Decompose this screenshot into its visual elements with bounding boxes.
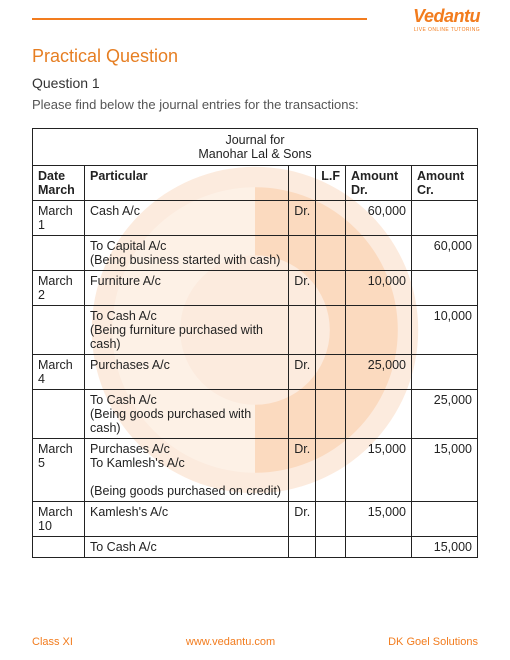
table-cell: Purchases A/c [85, 355, 289, 390]
table-cell [316, 201, 346, 236]
footer-left: Class XI [32, 636, 73, 648]
table-cell [316, 537, 346, 558]
journal-title: Journal forManohar Lal & Sons [33, 129, 478, 166]
table-cell [33, 306, 85, 355]
table-cell: 10,000 [412, 306, 478, 355]
table-row: To Cash A/c (Being goods purchased with … [33, 390, 478, 439]
brand-logo: Vedantu LIVE ONLINE TUTORING [413, 6, 480, 33]
col-amount-cr: Amount Cr. [412, 166, 478, 201]
table-cell [412, 271, 478, 306]
table-row: March 5Purchases A/c To Kamlesh's A/c (B… [33, 439, 478, 502]
table-cell: 15,000 [346, 439, 412, 502]
table-cell: 25,000 [412, 390, 478, 439]
table-cell: Dr. [289, 355, 316, 390]
table-cell: Dr. [289, 271, 316, 306]
footer-right: DK Goel Solutions [388, 636, 478, 648]
table-row: March 4Purchases A/cDr. 25,000 [33, 355, 478, 390]
table-cell [33, 537, 85, 558]
table-cell: To Capital A/c (Being business started w… [85, 236, 289, 271]
table-header-row: Date March Particular L.F Amount Dr. Amo… [33, 166, 478, 201]
question-number: Question 1 [32, 75, 478, 91]
table-row: March 1Cash A/cDr. 60,000 [33, 201, 478, 236]
table-cell: Purchases A/c To Kamlesh's A/c (Being go… [85, 439, 289, 502]
table-cell: 25,000 [346, 355, 412, 390]
table-row: March 10Kamlesh's A/cDr. 15,000 [33, 502, 478, 537]
table-cell: 15,000 [346, 502, 412, 537]
table-cell: March 2 [33, 271, 85, 306]
table-cell [289, 537, 316, 558]
col-drcr-mark [289, 166, 316, 201]
table-cell: To Cash A/c (Being furniture purchased w… [85, 306, 289, 355]
table-cell: Dr. [289, 201, 316, 236]
col-lf: L.F [316, 166, 346, 201]
table-cell [289, 306, 316, 355]
table-cell: 15,000 [412, 439, 478, 502]
table-cell [316, 390, 346, 439]
table-cell [33, 236, 85, 271]
table-cell [412, 502, 478, 537]
table-cell [316, 306, 346, 355]
col-date: Date March [33, 166, 85, 201]
journal-table: Journal forManohar Lal & Sons Date March… [32, 128, 478, 558]
table-cell: Dr. [289, 439, 316, 502]
table-cell [289, 390, 316, 439]
intro-text: Please find below the journal entries fo… [32, 97, 478, 112]
table-cell: 60,000 [346, 201, 412, 236]
page-footer: Class XI www.vedantu.com DK Goel Solutio… [32, 636, 478, 648]
table-cell [316, 502, 346, 537]
table-cell [412, 201, 478, 236]
table-cell: To Cash A/c (Being goods purchased with … [85, 390, 289, 439]
footer-mid: www.vedantu.com [186, 636, 275, 648]
table-row: March 2Furniture A/cDr. 10,000 [33, 271, 478, 306]
table-row: To Capital A/c (Being business started w… [33, 236, 478, 271]
table-cell: Furniture A/c [85, 271, 289, 306]
table-cell: 10,000 [346, 271, 412, 306]
table-cell: Kamlesh's A/c [85, 502, 289, 537]
table-cell: March 4 [33, 355, 85, 390]
top-rule [32, 18, 367, 20]
table-cell: Dr. [289, 502, 316, 537]
table-cell [316, 236, 346, 271]
table-row: To Cash A/c (Being furniture purchased w… [33, 306, 478, 355]
table-cell: 15,000 [412, 537, 478, 558]
table-cell [316, 355, 346, 390]
table-cell: 60,000 [412, 236, 478, 271]
table-cell [316, 271, 346, 306]
table-cell [289, 236, 316, 271]
col-amount-dr: Amount Dr. [346, 166, 412, 201]
table-cell: Cash A/c [85, 201, 289, 236]
table-row: To Cash A/c 15,000 [33, 537, 478, 558]
table-cell [346, 306, 412, 355]
table-cell: March 1 [33, 201, 85, 236]
brand-tagline: LIVE ONLINE TUTORING [413, 27, 480, 33]
brand-name: Vedantu [413, 6, 480, 27]
table-cell [346, 390, 412, 439]
table-cell [346, 537, 412, 558]
table-cell: To Cash A/c [85, 537, 289, 558]
table-cell [346, 236, 412, 271]
table-cell: March 5 [33, 439, 85, 502]
table-cell [33, 390, 85, 439]
col-particular: Particular [85, 166, 289, 201]
section-heading: Practical Question [32, 46, 478, 67]
table-cell [316, 439, 346, 502]
table-cell: March 10 [33, 502, 85, 537]
table-cell [412, 355, 478, 390]
